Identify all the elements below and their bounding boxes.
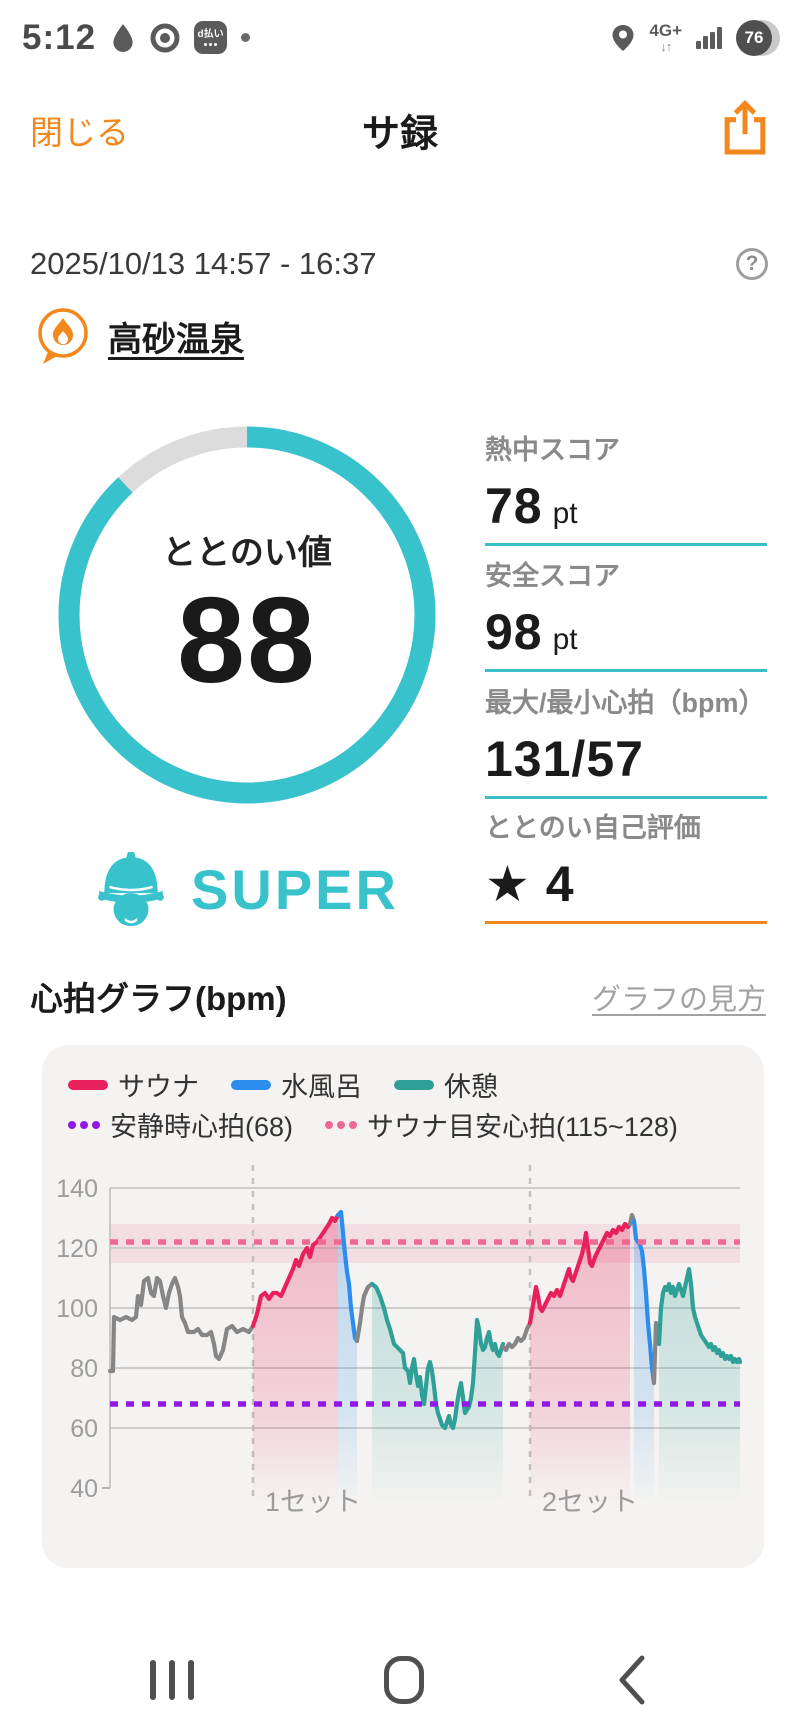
graph-help-link[interactable]: グラフの見方 — [591, 984, 766, 1016]
gauge-value: 88 — [177, 572, 317, 709]
location-pin-icon — [612, 24, 634, 51]
stat-max-min-hr: 最大/最小心拍（bpm） 131/57 — [485, 681, 767, 799]
legend-coldbath: 水風呂 — [231, 1065, 362, 1104]
svg-text:80: 80 — [70, 1355, 98, 1383]
svg-text:100: 100 — [56, 1295, 98, 1323]
legend-resting-hr: 安静時心拍(68) — [68, 1105, 293, 1144]
legend-target-hr: サウナ目安心拍(115~128) — [325, 1105, 678, 1144]
notification-dot-icon — [241, 33, 251, 42]
help-button[interactable]: ? — [736, 248, 768, 280]
app-header: 閉じる サ録 — [0, 95, 800, 165]
svg-text:140: 140 — [56, 1175, 98, 1203]
heart-rate-chart-card: 40 60 80 100 120 140 1セット 2セット サウナ 水風呂 休憩 安静時心拍… — [42, 1045, 764, 1568]
android-nav-bar — [0, 1628, 800, 1732]
gauge-label: ととのい値 — [162, 534, 332, 573]
share-button[interactable] — [720, 99, 770, 162]
water-drop-icon — [113, 23, 133, 52]
legend-sauna: サウナ — [68, 1065, 199, 1104]
graph-section-title: 心拍グラフ(bpm) — [30, 980, 287, 1017]
rest-swatch-icon — [394, 1079, 434, 1090]
venue-row[interactable]: 高砂温泉 — [36, 306, 244, 366]
legend-rest: 休憩 — [394, 1065, 498, 1104]
stat-self-rating: ととのい自己評価 ★ 4 — [485, 806, 767, 924]
resting-hr-dots-icon — [68, 1120, 100, 1129]
stat-heat-score: 熱中スコア 78 pt — [485, 428, 767, 546]
signal-strength-icon — [696, 26, 722, 49]
stat-safety-score: 安全スコア 98 pt — [485, 554, 767, 672]
svg-text:60: 60 — [70, 1415, 98, 1443]
battery-indicator: 76 — [736, 19, 780, 56]
star-rating: ★ 4 — [485, 856, 575, 912]
status-bar: 5:12 d払い 4G+ ↓↑ 76 — [0, 0, 800, 75]
rating-text: SUPER — [191, 857, 399, 921]
gauge-ring — [58, 426, 436, 804]
totonoi-gauge: ととのい値 88 — [47, 415, 447, 815]
coldbath-swatch-icon — [231, 1079, 271, 1090]
updown-arrows-icon: ↓↑ — [660, 39, 672, 54]
home-button[interactable] — [384, 1656, 424, 1704]
share-icon — [724, 99, 766, 155]
close-button[interactable]: 閉じる — [30, 114, 129, 151]
d-barai-app-icon: d払い — [194, 21, 228, 54]
clock: 5:12 — [22, 17, 97, 57]
svg-text:120: 120 — [56, 1235, 98, 1263]
sauna-swatch-icon — [68, 1079, 108, 1090]
recents-button[interactable] — [150, 1660, 194, 1700]
back-button[interactable] — [614, 1653, 650, 1707]
chart-legend-row2: 安静時心拍(68) サウナ目安心拍(115~128) — [68, 1105, 678, 1144]
battery-percent: 76 — [736, 19, 772, 56]
rating-row: SUPER — [47, 850, 447, 928]
target-hr-dots-icon — [325, 1120, 358, 1129]
venue-name-link[interactable]: 高砂温泉 — [108, 320, 244, 359]
page-title: サ録 — [361, 113, 438, 156]
chart-legend-row1: サウナ 水風呂 休憩 — [68, 1065, 498, 1104]
session-datetime: 2025/10/13 14:57 - 16:37 — [30, 246, 377, 281]
flame-badge-icon — [38, 308, 88, 364]
question-icon: ? — [745, 252, 759, 275]
browser-icon — [150, 23, 180, 52]
network-indicator: 4G+ ↓↑ — [649, 21, 682, 54]
svg-text:40: 40 — [70, 1475, 98, 1503]
sauna-hat-icon — [98, 852, 164, 926]
